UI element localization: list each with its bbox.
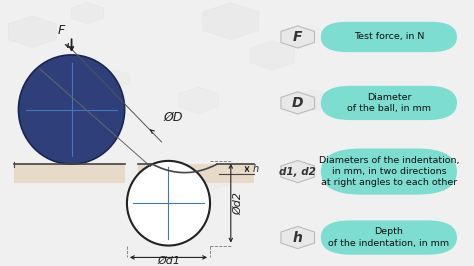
Text: h: h	[253, 164, 259, 174]
Polygon shape	[9, 16, 56, 48]
Polygon shape	[298, 90, 330, 111]
Bar	[138, 164, 254, 183]
Text: h: h	[293, 231, 303, 244]
Text: D: D	[292, 96, 303, 110]
FancyBboxPatch shape	[321, 220, 457, 255]
Polygon shape	[281, 26, 315, 48]
Polygon shape	[139, 191, 183, 220]
Ellipse shape	[18, 55, 125, 164]
Text: Test force, in N: Test force, in N	[354, 32, 424, 41]
FancyBboxPatch shape	[321, 22, 457, 52]
Polygon shape	[281, 226, 315, 249]
Polygon shape	[281, 160, 315, 183]
Text: F: F	[293, 30, 302, 44]
Text: Diameter
of the ball, in mm: Diameter of the ball, in mm	[347, 93, 431, 113]
FancyBboxPatch shape	[321, 86, 457, 120]
Polygon shape	[196, 169, 228, 190]
Polygon shape	[72, 3, 104, 24]
Polygon shape	[250, 41, 294, 70]
Text: ØD: ØD	[164, 111, 183, 124]
Polygon shape	[203, 3, 259, 40]
Polygon shape	[179, 87, 219, 114]
Bar	[14, 164, 125, 183]
Text: Ød1: Ød1	[157, 256, 180, 266]
Text: Depth
of the indentation, in mm: Depth of the indentation, in mm	[328, 227, 449, 248]
FancyBboxPatch shape	[321, 148, 457, 195]
Polygon shape	[101, 70, 129, 88]
Text: Diameters of the indentation,
in mm, in two directions
at right angles to each o: Diameters of the indentation, in mm, in …	[319, 156, 459, 188]
Text: F: F	[58, 24, 65, 37]
Text: Ød2: Ød2	[233, 192, 243, 215]
Polygon shape	[281, 92, 315, 114]
Ellipse shape	[127, 161, 210, 246]
Text: d1, d2: d1, d2	[279, 167, 316, 177]
